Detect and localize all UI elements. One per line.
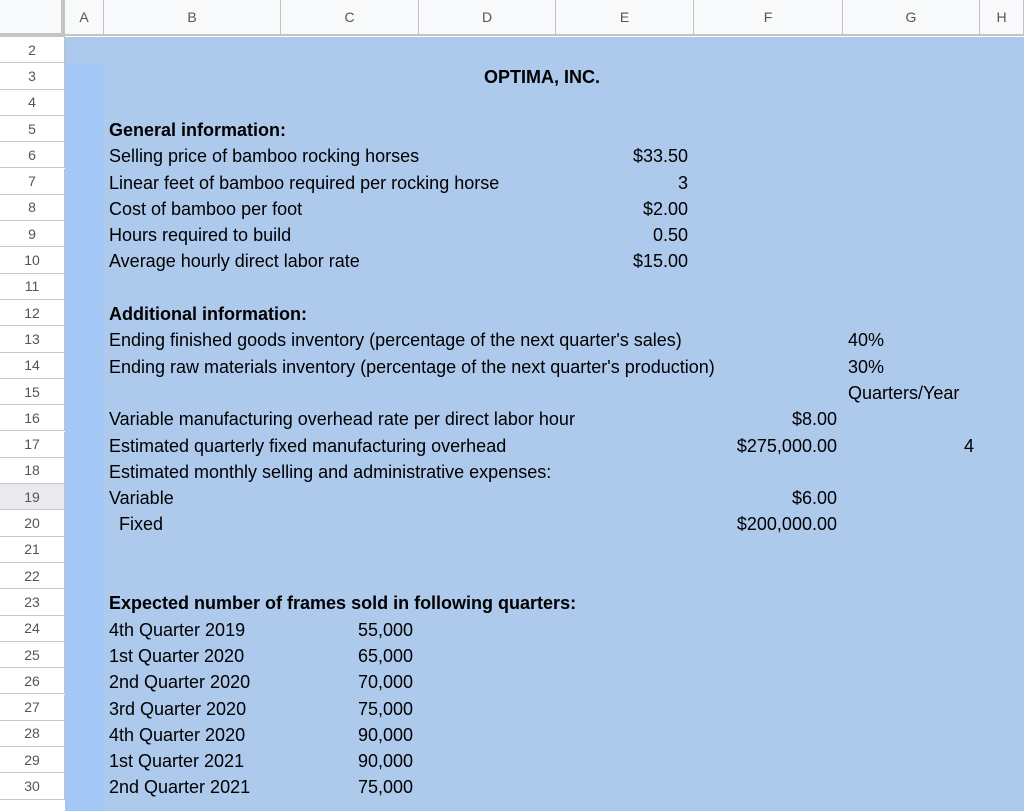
cell-g14[interactable]: 30% [848, 356, 885, 377]
row-header-15[interactable]: 15 [0, 378, 65, 406]
cell-b23[interactable]: Expected number of frames sold in follow… [109, 593, 577, 614]
cell-b18[interactable]: Estimated monthly selling and administra… [109, 461, 552, 482]
column-header-d[interactable]: D [419, 0, 556, 36]
row-header-20[interactable]: 20 [0, 510, 65, 537]
cell-e7[interactable]: 3 [677, 172, 688, 193]
cell-b13[interactable]: Ending finished goods inventory (percent… [109, 330, 682, 351]
column-header-c[interactable]: C [281, 0, 419, 36]
cell-b7[interactable]: Linear feet of bamboo required per rocki… [109, 172, 500, 193]
row-header-17[interactable]: 17 [0, 431, 65, 458]
row-header-8[interactable]: 8 [0, 194, 65, 222]
cell-f17[interactable]: $275,000.00 [736, 435, 837, 456]
cell-c30[interactable]: 75,000 [357, 777, 413, 798]
cell-c27[interactable]: 75,000 [357, 698, 413, 719]
cell-g17[interactable]: 4 [963, 435, 974, 456]
select-all-corner[interactable] [0, 0, 65, 37]
cell-b27[interactable]: 3rd Quarter 2020 [109, 698, 247, 719]
cell-b26[interactable]: 2nd Quarter 2020 [109, 672, 251, 693]
row-header-25[interactable]: 25 [0, 641, 65, 669]
cell-b12[interactable]: Additional information: [109, 304, 307, 324]
cell-b29[interactable]: 1st Quarter 2021 [109, 751, 245, 772]
cell-b20[interactable]: Fixed [109, 514, 164, 535]
selected-column-a [65, 63, 104, 811]
row-header-16[interactable]: 16 [0, 405, 65, 432]
row-header-18[interactable]: 18 [0, 457, 65, 485]
cell-f19[interactable]: $6.00 [791, 488, 837, 509]
row-header-14[interactable]: 14 [0, 352, 65, 379]
cell-b8[interactable]: Cost of bamboo per foot [109, 198, 303, 219]
cell-b25[interactable]: 1st Quarter 2020 [109, 645, 245, 666]
row-header-21[interactable]: 21 [0, 536, 65, 563]
column-header-f[interactable]: F [694, 0, 843, 36]
cell-b5[interactable]: General information: [109, 119, 287, 140]
row-header-6[interactable]: 6 [0, 142, 65, 169]
row-header-29[interactable]: 29 [0, 747, 65, 774]
cell-b30[interactable]: 2nd Quarter 2021 [109, 777, 251, 798]
column-header-b[interactable]: B [104, 0, 281, 36]
cell-e6[interactable]: $33.50 [632, 146, 688, 167]
row-header-4[interactable]: 4 [0, 89, 65, 116]
row-header-22[interactable]: 22 [0, 563, 65, 590]
row-header-28[interactable]: 28 [0, 720, 65, 748]
cell-b14[interactable]: Ending raw materials inventory (percenta… [109, 356, 715, 377]
cell-b10[interactable]: Average hourly direct labor rate [109, 251, 360, 272]
row-header-5[interactable]: 5 [0, 115, 65, 143]
cell-b24[interactable]: 4th Quarter 2019 [109, 619, 246, 640]
cell-b28[interactable]: 4th Quarter 2020 [109, 724, 246, 745]
cell-c24[interactable]: 55,000 [357, 619, 413, 640]
row-header-9[interactable]: 9 [0, 221, 65, 248]
column-header-e[interactable]: E [556, 0, 694, 36]
cell-g13[interactable]: 40% [848, 330, 885, 351]
cell-f20[interactable]: $200,000.00 [736, 514, 837, 535]
cell-b16[interactable]: Variable manufacturing overhead rate per… [109, 409, 575, 430]
cell-f16[interactable]: $8.00 [791, 409, 837, 430]
cell-b6[interactable]: Selling price of bamboo rocking horses [109, 146, 420, 167]
row-header-3[interactable]: 3 [0, 63, 65, 90]
cell-c26[interactable]: 70,000 [357, 672, 413, 693]
row-header-19[interactable]: 19 [0, 484, 65, 511]
row-header-26[interactable]: 26 [0, 668, 65, 695]
row-header-10[interactable]: 10 [0, 247, 65, 274]
column-header-g[interactable]: G [843, 0, 980, 36]
cell-c25[interactable]: 65,000 [357, 645, 413, 666]
row-header-12[interactable]: 12 [0, 300, 65, 327]
row-header-24[interactable]: 24 [0, 615, 65, 642]
row-header-30[interactable]: 30 [0, 773, 65, 800]
cell-b9[interactable]: Hours required to build [109, 225, 292, 246]
cell-e10[interactable]: $15.00 [632, 251, 688, 272]
cell-e8[interactable]: $2.00 [642, 198, 688, 219]
column-header-a[interactable]: A [65, 0, 104, 36]
column-header-h[interactable]: H [980, 0, 1024, 36]
row-header-11[interactable]: 11 [0, 273, 65, 300]
cell-g15[interactable]: Quarters/Year [848, 382, 960, 403]
row-header-2[interactable]: 2 [0, 37, 65, 64]
cell-b17[interactable]: Estimated quarterly fixed manufacturing … [109, 435, 507, 456]
cell-c29[interactable]: 90,000 [357, 751, 413, 772]
row-header-7[interactable]: 7 [0, 168, 65, 195]
row-header-23[interactable]: 23 [0, 589, 65, 616]
row-header-27[interactable]: 27 [0, 694, 65, 721]
row-header-13[interactable]: 13 [0, 326, 65, 353]
cell-e9[interactable]: 0.50 [652, 225, 688, 246]
cell-b19[interactable]: Variable [109, 488, 174, 509]
cell-c28[interactable]: 90,000 [357, 724, 413, 745]
sheet-area[interactable] [65, 37, 1024, 811]
cell-title[interactable]: OPTIMA, INC. [484, 67, 600, 88]
